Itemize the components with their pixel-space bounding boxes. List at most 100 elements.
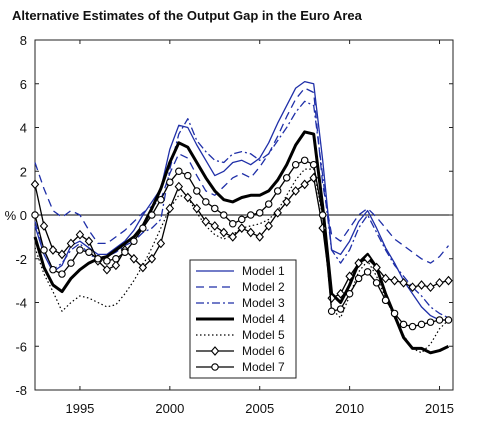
data-point-diamond: [354, 258, 363, 268]
series-layer: [30, 80, 453, 355]
x-tick-label: 2015: [425, 401, 454, 416]
data-point-circle: [408, 322, 417, 331]
legend-label: Model 3: [242, 296, 285, 310]
legend-item: Model 1: [196, 264, 285, 278]
series-1: [34, 80, 449, 321]
data-point-diamond: [417, 280, 426, 290]
data-point-circle: [255, 209, 264, 217]
chart-title: Alternative Estimates of the Output Gap …: [12, 8, 362, 23]
data-point-circle: [345, 289, 354, 298]
data-point-diamond: [48, 245, 58, 255]
data-point-diamond: [336, 288, 345, 299]
legend-label: Model 5: [242, 328, 285, 342]
y-tick-label: 2: [20, 164, 27, 179]
data-point-circle: [193, 187, 201, 195]
data-point-diamond: [273, 207, 282, 218]
data-point-diamond: [237, 223, 246, 233]
legend-label: Model 2: [242, 280, 285, 294]
series-4: [33, 130, 450, 355]
data-point-circle: [202, 198, 210, 206]
data-point-diamond: [390, 275, 399, 286]
data-point-circle: [220, 211, 228, 219]
y-tick-label: 4: [20, 121, 27, 136]
data-point-diamond: [66, 238, 76, 249]
data-point-diamond: [210, 346, 220, 356]
data-point-circle: [103, 257, 111, 265]
data-point-diamond: [444, 275, 453, 286]
legend-item: Model 4: [196, 312, 285, 326]
legend-label: Model 6: [242, 344, 285, 358]
legend: Model 1 Model 2 Model 3 Model 4 Model 5 Model…: [189, 259, 297, 379]
x-tick-label: 2010: [335, 401, 364, 416]
data-point-circle: [85, 248, 93, 256]
data-point-circle: [327, 307, 336, 315]
data-point-diamond: [201, 216, 211, 227]
y-tick-label: 8: [20, 33, 27, 48]
legend-label: Model 1: [242, 264, 285, 278]
data-point-diamond: [111, 260, 121, 271]
data-point-circle: [246, 211, 255, 219]
data-point-circle: [112, 255, 120, 263]
data-point-circle: [31, 211, 39, 219]
data-point-diamond: [75, 229, 85, 240]
data-point-diamond: [228, 232, 237, 242]
data-point-diamond: [210, 221, 220, 231]
data-point-diamond: [30, 179, 40, 190]
data-point-circle: [67, 259, 75, 267]
data-point-circle: [175, 167, 183, 176]
data-point-circle: [273, 187, 282, 195]
legend-item: Model 7: [196, 360, 285, 374]
data-point-diamond: [57, 249, 67, 260]
x-tick-label: 1995: [65, 401, 94, 416]
data-point-diamond: [264, 221, 273, 231]
ticks-layer: -8 -6 -4 -2 % 0 2 4 6 8 1995 2000 2005 2010 2015: [5, 33, 454, 416]
data-point-diamond: [39, 221, 49, 231]
y-tick-label: 6: [20, 77, 27, 92]
data-point-circle: [264, 200, 273, 208]
data-point-diamond: [192, 203, 202, 214]
data-point-circle: [238, 215, 246, 224]
legend-label: Model 4: [242, 312, 285, 326]
data-point-circle: [309, 160, 318, 169]
series-line-2: [34, 87, 450, 264]
data-point-circle: [94, 255, 102, 263]
data-point-diamond: [147, 253, 157, 264]
series-2: [34, 87, 450, 264]
data-point-diamond: [129, 253, 139, 264]
x-tick-label: 2005: [245, 401, 274, 416]
data-point-circle: [282, 174, 291, 182]
data-point-circle: [139, 224, 147, 232]
data-point-diamond: [174, 181, 184, 192]
data-point-circle: [426, 318, 435, 326]
data-point-diamond: [435, 277, 444, 288]
data-point-diamond: [84, 236, 94, 247]
data-point-circle: [211, 363, 219, 371]
data-point-diamond: [246, 227, 255, 238]
data-point-circle: [184, 171, 192, 180]
data-point-diamond: [255, 232, 264, 242]
data-point-circle: [76, 246, 84, 254]
data-point-circle: [399, 320, 408, 329]
data-point-circle: [130, 237, 138, 246]
data-point-circle: [121, 248, 129, 256]
data-point-circle: [166, 178, 174, 186]
data-point-diamond: [372, 262, 381, 273]
data-point-circle: [40, 246, 48, 254]
data-point-circle: [157, 195, 165, 204]
data-point-circle: [354, 274, 363, 283]
data-point-circle: [58, 270, 66, 278]
legend-label: Model 7: [242, 360, 285, 374]
data-point-circle: [229, 220, 237, 228]
data-point-circle: [336, 305, 345, 313]
data-point-diamond: [408, 282, 417, 293]
data-point-diamond: [183, 192, 193, 203]
series-line-1: [34, 80, 449, 321]
data-point-diamond: [219, 227, 229, 238]
data-point-diamond: [381, 273, 390, 284]
data-point-circle: [381, 296, 390, 305]
data-point-circle: [318, 211, 327, 219]
data-point-circle: [417, 320, 426, 329]
data-point-circle: [291, 160, 300, 169]
series-6: [30, 172, 453, 303]
